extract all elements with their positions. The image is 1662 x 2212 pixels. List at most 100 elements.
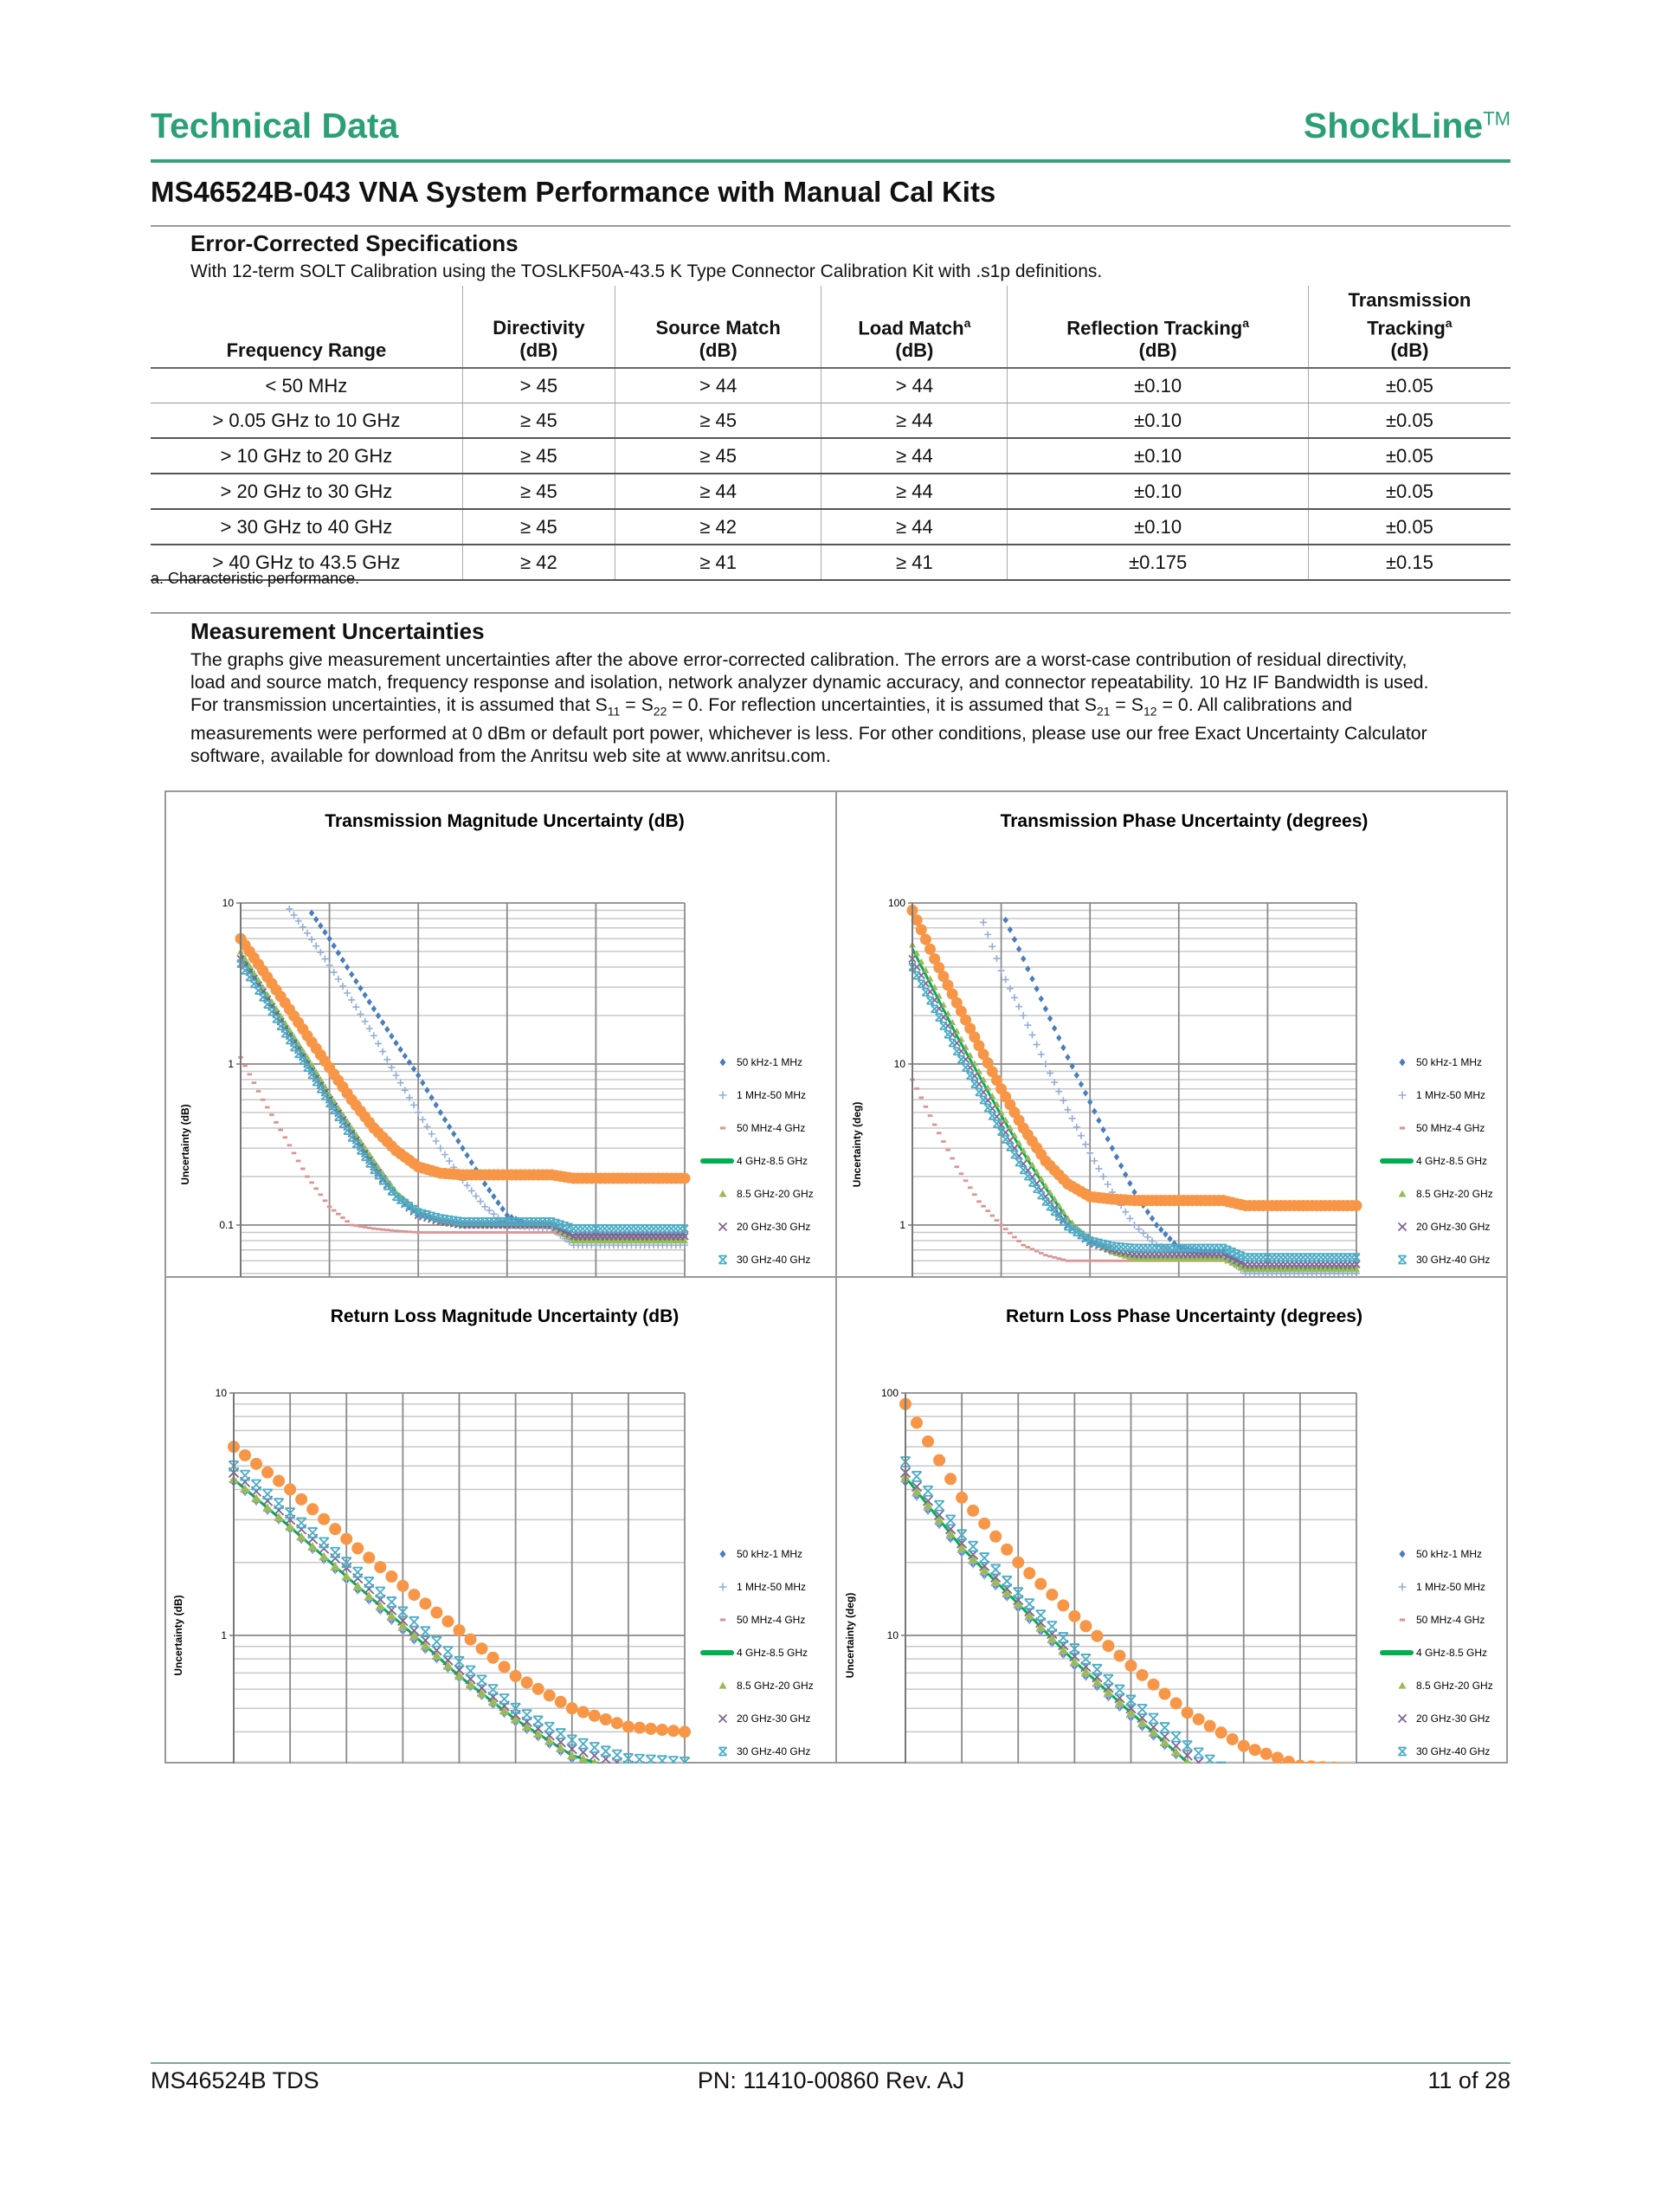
divider bbox=[164, 1276, 1508, 1278]
data-point bbox=[1055, 1202, 1063, 1209]
data-point bbox=[927, 1114, 933, 1118]
data-point bbox=[499, 1706, 510, 1715]
data-point bbox=[1064, 1106, 1072, 1113]
column-header: Reflection Trackinga (dB) bbox=[1007, 286, 1309, 368]
data-point bbox=[1255, 1266, 1263, 1273]
data-point bbox=[966, 1071, 975, 1080]
data-point bbox=[1056, 1034, 1062, 1042]
data-point bbox=[1226, 1732, 1239, 1745]
data-point bbox=[583, 1224, 591, 1234]
data-point bbox=[1196, 1243, 1206, 1253]
data-point bbox=[1352, 1260, 1361, 1269]
data-point bbox=[1206, 1243, 1214, 1253]
data-point bbox=[491, 1231, 497, 1234]
data-point bbox=[431, 1651, 441, 1660]
legend-marker-icon bbox=[1398, 1583, 1407, 1591]
data-point bbox=[1028, 1031, 1036, 1039]
data-point bbox=[347, 1132, 356, 1142]
data-point bbox=[418, 1209, 427, 1218]
data-point bbox=[996, 1127, 1006, 1137]
data-point bbox=[1308, 1253, 1317, 1262]
data-point bbox=[498, 1661, 511, 1674]
data-point bbox=[491, 1192, 497, 1200]
data-point bbox=[318, 1512, 331, 1525]
data-point bbox=[533, 1729, 544, 1738]
data-point bbox=[458, 1217, 467, 1226]
data-point bbox=[313, 1187, 319, 1190]
data-point bbox=[499, 1693, 510, 1705]
data-point bbox=[1160, 1738, 1170, 1746]
data-point bbox=[577, 1738, 589, 1750]
data-point bbox=[1268, 1266, 1276, 1273]
data-point bbox=[287, 1144, 293, 1147]
header-line: Transmission bbox=[1348, 288, 1472, 311]
data-point bbox=[386, 1596, 397, 1608]
data-point bbox=[1170, 1731, 1182, 1743]
data-point bbox=[344, 989, 351, 996]
data-point bbox=[534, 1217, 543, 1226]
data-point bbox=[307, 1070, 316, 1080]
data-point bbox=[1114, 1684, 1125, 1696]
data-point bbox=[985, 1209, 991, 1213]
data-point bbox=[601, 1237, 609, 1244]
data-point bbox=[1074, 1259, 1079, 1262]
table-cell: ±0.10 bbox=[1007, 509, 1309, 545]
table-cell: ±0.10 bbox=[1007, 368, 1309, 403]
grid bbox=[901, 1392, 1357, 1764]
data-point bbox=[1348, 1266, 1356, 1273]
data-point bbox=[944, 1029, 952, 1039]
data-point bbox=[441, 1151, 448, 1158]
legend-item: 50 kHz-1 MHz bbox=[719, 1056, 802, 1068]
legend-item: 4 GHz-8.5 GHz bbox=[700, 1155, 808, 1167]
data-point bbox=[1149, 1237, 1156, 1245]
data-point bbox=[318, 922, 324, 930]
data-point bbox=[446, 1158, 454, 1165]
data-point bbox=[1143, 1254, 1151, 1261]
text: = 0. For reflection uncertainties, it is… bbox=[667, 694, 1097, 715]
legend-label: 8.5 GHz-20 GHz bbox=[737, 1680, 814, 1692]
data-point bbox=[1033, 1041, 1040, 1048]
data-point bbox=[1019, 1165, 1027, 1175]
spec-description: With 12-term SOLT Calibration using the … bbox=[190, 261, 1103, 281]
data-point bbox=[540, 1231, 545, 1234]
data-point bbox=[1184, 1254, 1192, 1261]
table-row: < 50 MHz > 45 > 44 > 44 ±0.10 ±0.05 bbox=[151, 368, 1511, 403]
data-point bbox=[391, 1192, 401, 1202]
data-point bbox=[331, 1209, 337, 1212]
table-row: > 30 GHz to 40 GHz ≥ 45 ≥ 42 ≥ 44 ±0.10 ±0.05 bbox=[151, 509, 1511, 545]
data-point bbox=[911, 1481, 923, 1493]
data-point bbox=[1091, 1157, 1098, 1164]
data-point bbox=[1073, 1071, 1080, 1079]
data-point bbox=[428, 1093, 435, 1101]
data-point bbox=[242, 1064, 248, 1067]
data-point bbox=[1098, 1239, 1108, 1248]
data-point bbox=[472, 1192, 480, 1200]
legend-item: 4 GHz-8.5 GHz bbox=[1380, 1155, 1487, 1167]
data-point bbox=[565, 1702, 578, 1715]
data-point bbox=[1055, 1087, 1063, 1095]
data-point bbox=[239, 1448, 252, 1461]
data-point bbox=[544, 1231, 550, 1234]
data-point bbox=[944, 1514, 957, 1526]
data-point bbox=[1303, 1253, 1312, 1262]
data-point bbox=[416, 1072, 422, 1080]
data-point bbox=[320, 1092, 330, 1101]
data-point bbox=[1058, 1645, 1068, 1654]
table-cell: ≥ 45 bbox=[461, 403, 615, 439]
data-point bbox=[1086, 1149, 1094, 1157]
data-point bbox=[1037, 1190, 1046, 1200]
data-point bbox=[911, 914, 923, 926]
data-point bbox=[1015, 1139, 1023, 1146]
data-point bbox=[950, 996, 963, 1009]
data-point bbox=[397, 1606, 409, 1618]
data-point bbox=[300, 1167, 306, 1170]
data-point bbox=[291, 1151, 297, 1155]
table-cell: > 0.05 GHz to 10 GHz bbox=[151, 403, 463, 439]
data-point bbox=[1325, 1253, 1334, 1262]
data-point bbox=[1034, 1249, 1040, 1253]
data-point bbox=[518, 1231, 523, 1234]
data-point bbox=[250, 1457, 263, 1470]
data-point bbox=[968, 1540, 979, 1552]
data-point bbox=[1057, 1599, 1070, 1612]
y-tick-label: 100 bbox=[888, 897, 905, 909]
